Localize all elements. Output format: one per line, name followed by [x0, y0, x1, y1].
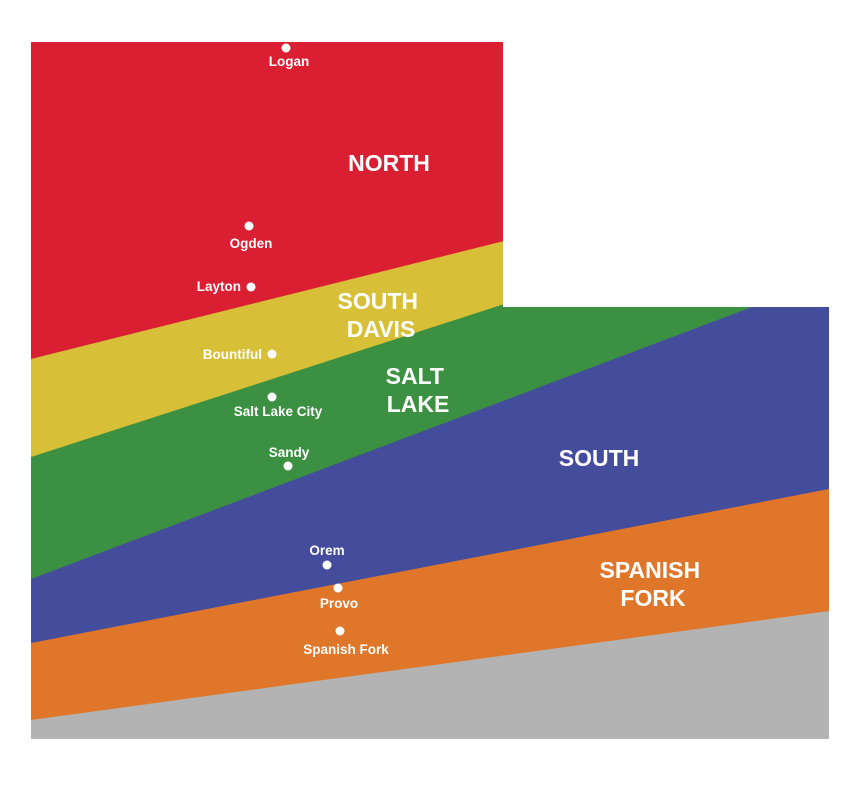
city-label: Orem — [309, 543, 344, 558]
city-label: Sandy — [269, 445, 310, 460]
city-provo[interactable]: Provo — [320, 583, 358, 612]
city-dot — [333, 583, 343, 593]
city-dot — [335, 626, 345, 636]
city-label: Spanish Fork — [303, 642, 389, 657]
region-label-spanish-fork: SPANISH FORK — [600, 557, 707, 611]
region-label-south: SOUTH — [559, 445, 640, 471]
region-label-north: NORTH — [348, 150, 430, 176]
city-ogden[interactable]: Ogden — [230, 221, 273, 252]
city-dot — [322, 560, 332, 570]
city-dot — [267, 392, 277, 402]
city-label: Salt Lake City — [234, 404, 323, 419]
city-label: Layton — [197, 279, 241, 294]
city-dot — [281, 43, 291, 53]
city-label: Logan — [269, 54, 310, 69]
city-layton[interactable]: Layton — [197, 279, 256, 294]
city-label: Provo — [320, 596, 358, 611]
city-sandy[interactable]: Sandy — [269, 445, 310, 471]
city-dot — [244, 221, 254, 231]
region-label-salt-lake: SALT LAKE — [386, 363, 451, 417]
city-spanish-fork[interactable]: Spanish Fork — [303, 626, 389, 658]
city-dot — [246, 282, 256, 292]
city-salt-lake-city[interactable]: Salt Lake City — [234, 392, 323, 420]
city-logan[interactable]: Logan — [269, 43, 310, 70]
city-dot — [267, 349, 277, 359]
city-orem[interactable]: Orem — [309, 543, 345, 570]
city-label: Ogden — [230, 236, 273, 251]
region-label-south-davis: SOUTH DAVIS — [338, 288, 425, 342]
city-bountiful[interactable]: Bountiful — [203, 347, 277, 362]
city-dot — [283, 461, 293, 471]
city-label: Bountiful — [203, 347, 262, 362]
